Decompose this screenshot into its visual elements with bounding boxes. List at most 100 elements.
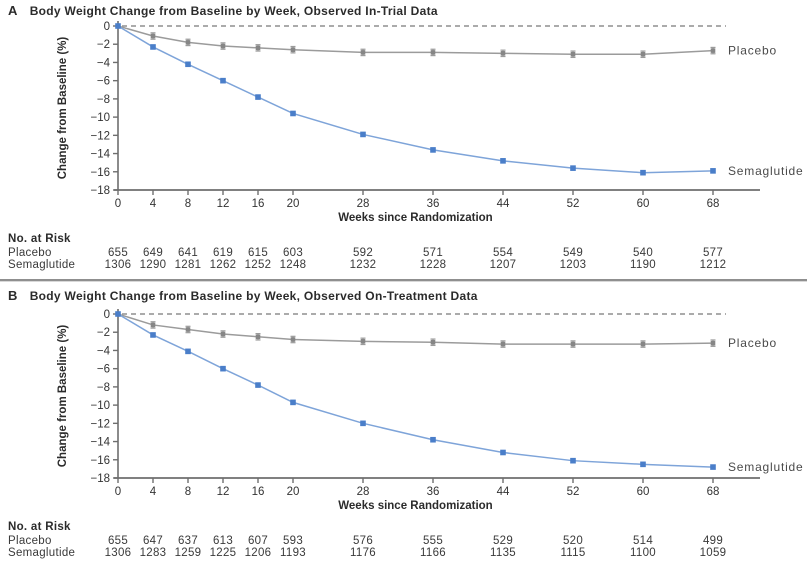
- semaglutide-marker: [290, 399, 296, 406]
- x-tick-label: 4: [150, 198, 157, 210]
- placebo-marker: [430, 50, 436, 55]
- semaglutide-marker: [115, 311, 121, 317]
- x-tick-label: 36: [427, 486, 440, 498]
- risk-count: 655: [107, 247, 129, 259]
- x-axis-title: Weeks since Randomization: [338, 212, 492, 224]
- placebo-marker: [255, 45, 261, 51]
- semaglutide-marker: [360, 420, 366, 427]
- y-tick-label: −6: [97, 76, 110, 88]
- semaglutide-marker: [570, 457, 576, 464]
- risk-count: 576: [352, 535, 374, 547]
- risk-count: 1206: [244, 547, 272, 559]
- x-tick-label: 0: [115, 486, 121, 498]
- placebo-marker: [185, 327, 191, 332]
- placebo-marker: [360, 339, 366, 344]
- placebo-marker: [500, 341, 506, 347]
- risk-count: 655: [107, 535, 129, 547]
- y-tick-label: −12: [90, 418, 110, 430]
- y-tick-label: −4: [97, 57, 111, 69]
- placebo-marker: [570, 341, 576, 347]
- no-at-risk-header: No. at Risk: [8, 233, 71, 245]
- semaglutide-marker: [640, 169, 646, 176]
- risk-row-label: Placebo: [8, 535, 52, 547]
- risk-count: 1203: [559, 259, 587, 271]
- semaglutide-marker: [150, 44, 156, 50]
- chart-panel-b: 0 −2 −4 −6 −8 −10 −12 −14 −16 −18 0 4 8 12 16 20 28 36 44 5…: [57, 309, 804, 512]
- risk-count: 1252: [244, 259, 272, 271]
- y-tick-label: −14: [90, 149, 110, 161]
- risk-count: 499: [702, 535, 724, 547]
- placebo-marker: [290, 337, 296, 342]
- y-tick-label: −16: [90, 455, 110, 467]
- placebo-series-label: Placebo: [728, 44, 777, 58]
- risk-row-semaglutide: Semaglutide 1306 1290 1281 1262 1252 1248 1232 1…: [0, 259, 807, 271]
- risk-count: 1306: [104, 547, 132, 559]
- x-tick-label: 52: [567, 486, 580, 498]
- placebo-marker: [255, 334, 261, 340]
- semaglutide-marker: [185, 348, 191, 355]
- y-tick-label: −18: [90, 473, 110, 485]
- risk-count: 1193: [280, 547, 306, 559]
- risk-count: 637: [177, 535, 199, 547]
- semaglutide-marker: [290, 110, 296, 117]
- semaglutide-marker: [220, 77, 226, 84]
- x-tick-label: 52: [567, 198, 580, 210]
- y-tick-label: −4: [97, 345, 111, 357]
- semaglutide-marker: [710, 464, 716, 470]
- y-axis-title: Change from Baseline (%): [57, 37, 69, 180]
- y-tick-label: −2: [97, 39, 110, 51]
- y-tick-label: −16: [90, 167, 110, 179]
- no-at-risk-header: No. at Risk: [8, 521, 71, 533]
- semaglutide-marker: [220, 365, 226, 372]
- risk-count: 577: [702, 247, 724, 259]
- risk-count: 593: [282, 535, 304, 547]
- semaglutide-marker: [255, 94, 261, 100]
- semaglutide-marker: [150, 332, 156, 338]
- no-at-risk-table-a: No. at Risk Placebo 655 649 641 619 615 603 592 5…: [0, 230, 807, 276]
- risk-count: 1283: [139, 547, 167, 559]
- x-tick-label: 36: [427, 198, 440, 210]
- x-tick-label: 16: [252, 198, 265, 210]
- risk-count: 1228: [419, 259, 447, 271]
- x-tick-label: 20: [287, 198, 300, 210]
- panel-a-title-text: Body Weight Change from Baseline by Week…: [29, 4, 438, 18]
- semaglutide-line: [117, 25, 714, 174]
- placebo-marker: [150, 33, 156, 39]
- risk-count: 607: [247, 535, 269, 547]
- placebo-line: [117, 313, 714, 345]
- placebo-marker: [220, 331, 226, 337]
- semaglutide-marker: [185, 61, 191, 68]
- semaglutide-marker: [430, 147, 436, 153]
- y-tick-label: −2: [97, 327, 110, 339]
- risk-row-semaglutide: Semaglutide 1306 1283 1259 1225 1206 1193 1176 1…: [0, 547, 807, 559]
- risk-count: 1135: [490, 547, 516, 559]
- semaglutide-series-label: Semaglutide: [728, 164, 804, 178]
- risk-count: 1225: [209, 547, 237, 559]
- semaglutide-marker: [255, 382, 261, 388]
- placebo-marker: [640, 341, 646, 347]
- x-tick-label: 60: [637, 198, 650, 210]
- risk-count: 613: [212, 535, 234, 547]
- risk-count: 1232: [349, 259, 377, 271]
- semaglutide-series-label: Semaglutide: [728, 460, 804, 474]
- no-at-risk-table-b: No. at Risk Placebo 655 647 637 613 607 593 576 5…: [0, 518, 807, 564]
- y-tick-label: −8: [97, 382, 110, 394]
- x-tick-label: 28: [357, 486, 370, 498]
- risk-count: 520: [562, 535, 584, 547]
- risk-count: 1190: [630, 259, 656, 271]
- placebo-line: [117, 25, 714, 55]
- y-tick-label: −8: [97, 94, 110, 106]
- semaglutide-marker: [500, 449, 506, 456]
- risk-count: 1306: [104, 259, 132, 271]
- panel-b-letter: B: [8, 288, 18, 303]
- risk-count: 549: [562, 247, 584, 259]
- x-tick-label: 44: [497, 198, 510, 210]
- risk-count: 529: [492, 535, 514, 547]
- semaglutide-marker: [710, 168, 716, 174]
- placebo-marker: [185, 40, 191, 45]
- x-tick-label: 16: [252, 486, 265, 498]
- risk-row-label: Placebo: [8, 247, 52, 259]
- y-tick-label: −12: [90, 130, 110, 142]
- risk-count: 1166: [420, 547, 446, 559]
